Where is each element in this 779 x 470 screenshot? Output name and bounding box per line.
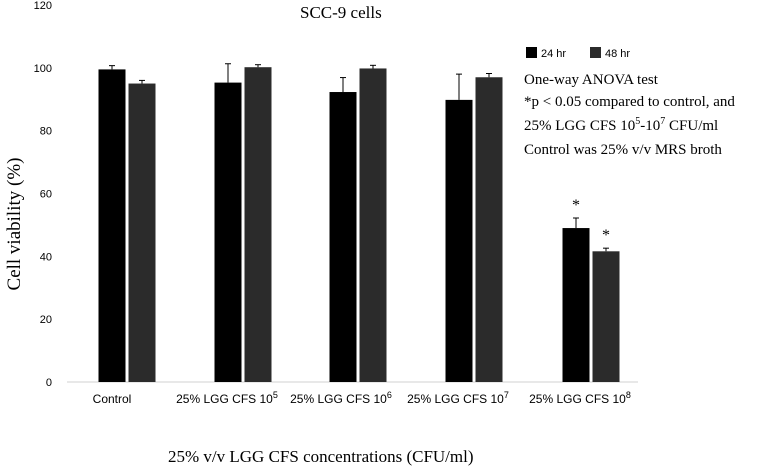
x-tick-label-base: 25% LGG CFS 10 [529, 392, 626, 406]
x-tick-label-base: 25% LGG CFS 10 [407, 392, 504, 406]
x-tick-label-base: 25% LGG CFS 10 [176, 392, 273, 406]
annotation-block: One-way ANOVA test *p < 0.05 compared to… [524, 72, 735, 158]
chart-title: SCC-9 cells [300, 3, 382, 22]
annotation-line-3-sup1: 5 [635, 116, 640, 127]
x-tick-label-base: 25% LGG CFS 10 [290, 392, 387, 406]
significance-mark-24hr-4: * [572, 197, 580, 214]
y-tick-label: 20 [40, 314, 52, 326]
x-tick-label-2: 25% LGG CFS 106 [290, 390, 392, 406]
x-tick-label-3: 25% LGG CFS 107 [407, 390, 509, 406]
bar-24hr-4 [562, 228, 590, 382]
annotation-line-4: Control was 25% v/v MRS broth [524, 142, 722, 158]
x-axis-label: 25% v/v LGG CFS concentrations (CFU/ml) [168, 447, 474, 466]
x-tick-label-sup: 6 [387, 390, 392, 400]
y-tick-label: 80 [40, 126, 52, 138]
legend-label-24hr: 24 hr [541, 48, 566, 60]
bars-group [98, 67, 620, 383]
y-axis-ticks: 0 20 40 60 80 100 120 [34, 0, 52, 389]
x-tick-labels: Control 25% LGG CFS 105 25% LGG CFS 106 25%… [93, 390, 631, 406]
significance-mark-48hr-4: * [602, 227, 610, 244]
annotation-line-3-sup2: 7 [660, 116, 665, 127]
bar-24hr-1 [214, 82, 242, 382]
annotation-line-2: *p < 0.05 compared to control, and [524, 94, 735, 110]
annotation-line-3a: 25% LGG CFS 10 [524, 118, 635, 134]
legend-label-48hr: 48 hr [605, 48, 630, 60]
bar-24hr-2 [329, 92, 357, 382]
legend-swatch-24hr [526, 47, 537, 58]
y-axis-label: Cell viability (%) [4, 158, 25, 291]
bar-48hr-4 [592, 251, 620, 382]
annotation-line-3c: CFU/ml [665, 118, 718, 134]
bar-24hr-3 [445, 99, 473, 383]
annotation-line-3b: -10 [640, 118, 660, 134]
bar-48hr-3 [475, 77, 503, 382]
y-tick-label: 0 [46, 377, 52, 389]
y-tick-label: 60 [40, 189, 52, 201]
x-tick-label-base: Control [93, 392, 132, 406]
bar-24hr-0 [98, 69, 126, 382]
legend-swatch-48hr [590, 47, 601, 58]
error-bars-group [109, 63, 609, 252]
bar-48hr-0 [128, 83, 156, 383]
annotation-line-3: 25% LGG CFS 105-107 CFU/ml [524, 116, 718, 134]
x-tick-label-0: Control [93, 392, 132, 406]
x-tick-label-sup: 8 [626, 390, 631, 400]
x-tick-label-sup: 7 [504, 390, 509, 400]
bar-48hr-2 [359, 68, 387, 382]
x-tick-label-sup: 5 [273, 390, 278, 400]
y-tick-label: 100 [34, 63, 52, 75]
x-tick-label-4: 25% LGG CFS 108 [529, 390, 631, 406]
annotation-line-1: One-way ANOVA test [524, 72, 659, 88]
y-tick-label: 120 [34, 0, 52, 12]
legend: 24 hr 48 hr [526, 47, 630, 60]
significance-marks-group: ** [572, 197, 610, 244]
x-tick-label-1: 25% LGG CFS 105 [176, 390, 278, 406]
y-tick-label: 40 [40, 251, 52, 263]
bar-48hr-1 [244, 67, 272, 382]
